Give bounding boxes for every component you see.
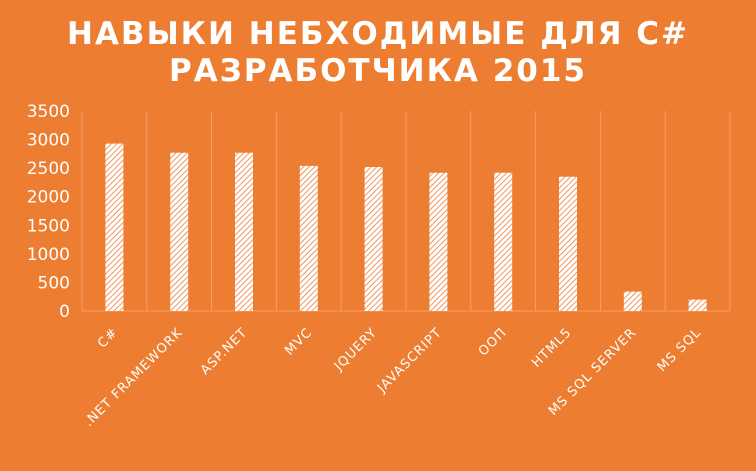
x-axis-category-labels: C#.NET FRAMEWORK ASP.NET MVC JQUERYJAVASCRI… xyxy=(81,325,704,430)
y-tick-label: 1500 xyxy=(27,216,70,236)
chart-title-line-2: РАЗРАБОТЧИКА 2015 xyxy=(169,53,587,89)
x-category-label: HTML5 xyxy=(529,325,575,371)
bar-mvc xyxy=(299,165,318,311)
bar-net-framework xyxy=(170,152,189,311)
chart-title: НАВЫКИ НЕБХОДИМЫЕ ДЛЯ С# РАЗРАБОТЧИКА 20… xyxy=(0,16,756,90)
bars xyxy=(105,143,707,311)
y-tick-label: 2500 xyxy=(27,159,70,179)
y-tick-label: 3500 xyxy=(27,102,70,122)
bar-ms-sql xyxy=(688,299,707,311)
y-tick-label: 500 xyxy=(38,273,70,293)
y-tick-label: 3000 xyxy=(27,131,70,151)
y-tick-label: 2000 xyxy=(27,188,70,208)
bar-asp-net xyxy=(235,152,253,311)
x-category-label: C# xyxy=(95,325,121,351)
y-axis-tick-labels: 0 500 1000 1500 2000 2500 3000 3500 xyxy=(27,102,70,322)
x-category-label: ООП xyxy=(476,325,510,359)
chart-title-line-1: НАВЫКИ НЕБХОДИМЫЕ ДЛЯ С# xyxy=(67,16,689,52)
bar-html5 xyxy=(559,176,577,311)
bar-c# xyxy=(105,143,124,311)
y-tick-label: 1000 xyxy=(27,245,70,265)
bar-ооп xyxy=(494,172,513,311)
x-category-label: MS SQL xyxy=(655,325,705,375)
bar-jquery xyxy=(364,167,383,311)
y-tick-label: 0 xyxy=(59,302,70,322)
x-category-label: JQUERY xyxy=(331,325,380,374)
bar-javascript xyxy=(429,172,448,311)
x-category-label: JAVASCRIPT xyxy=(374,325,445,396)
x-category-label: MVC xyxy=(282,325,315,358)
grid-lines xyxy=(81,111,731,312)
x-category-label: ASP.NET xyxy=(198,325,251,378)
bar-ms-sql-server xyxy=(623,291,642,311)
